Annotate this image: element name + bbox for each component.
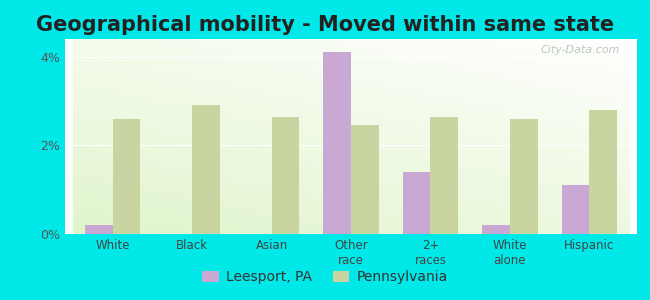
Legend: Leesport, PA, Pennsylvania: Leesport, PA, Pennsylvania <box>197 265 453 290</box>
Bar <box>562 185 590 234</box>
Text: Geographical mobility - Moved within same state: Geographical mobility - Moved within sam… <box>36 15 614 35</box>
Bar <box>590 110 617 234</box>
Bar <box>430 117 458 234</box>
Bar <box>272 117 300 234</box>
Bar <box>351 125 379 234</box>
Bar <box>112 119 140 234</box>
Bar <box>402 172 430 234</box>
Bar <box>323 52 351 234</box>
Bar <box>510 119 538 234</box>
Bar <box>85 225 112 234</box>
Bar <box>482 225 510 234</box>
Text: City-Data.com: City-Data.com <box>540 45 620 55</box>
Bar <box>192 106 220 234</box>
